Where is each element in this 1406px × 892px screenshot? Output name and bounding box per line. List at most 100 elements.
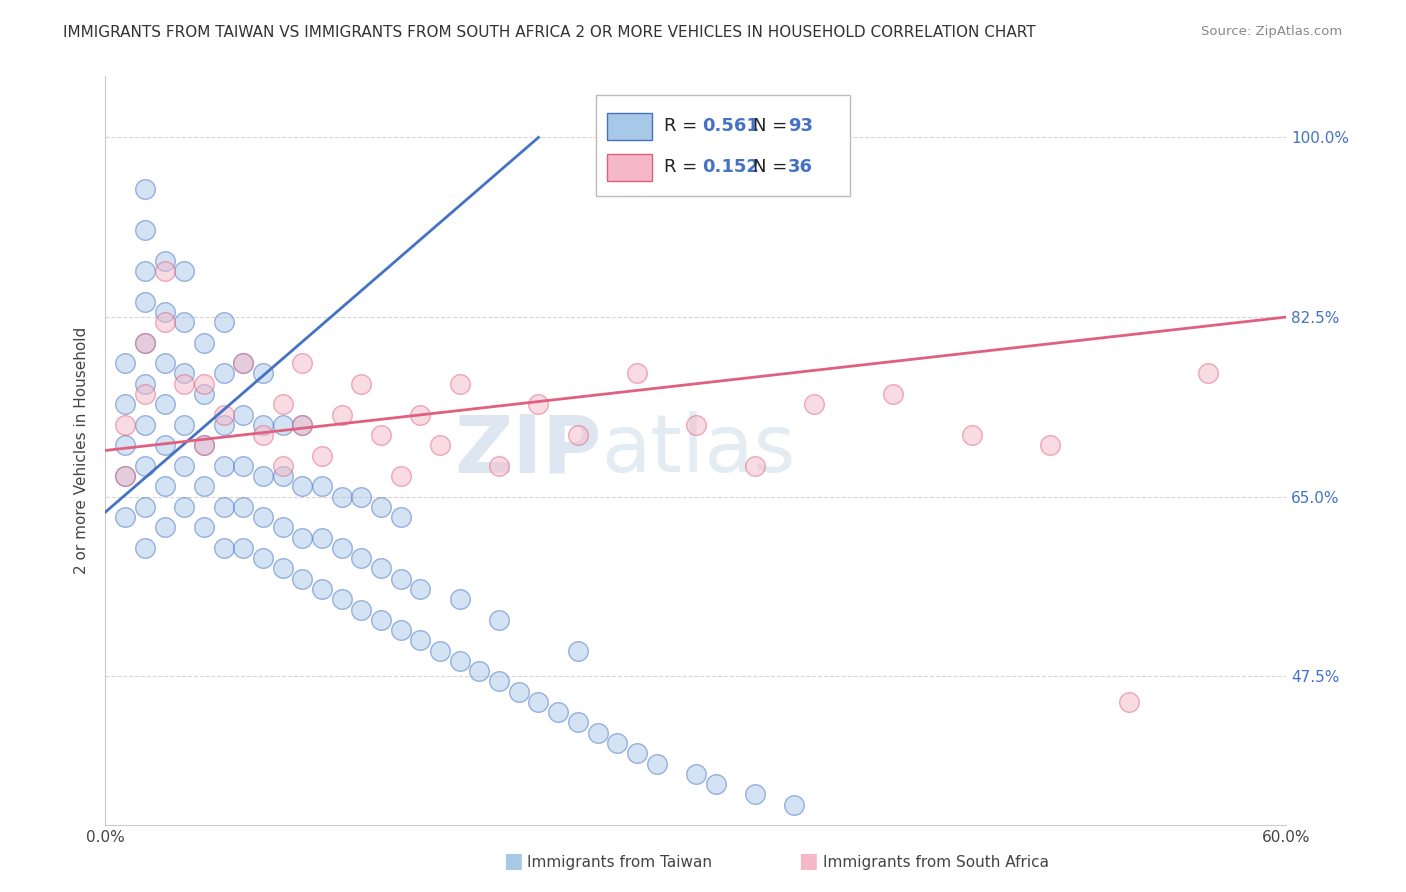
Point (409, 582, 432, 596)
Point (449, 592, 471, 607)
Point (173, 264, 195, 278)
Point (252, 417, 274, 432)
Point (193, 479, 215, 493)
FancyBboxPatch shape (607, 112, 652, 139)
Point (134, 182, 156, 196)
Text: 0.561: 0.561 (702, 117, 759, 135)
Point (409, 633, 432, 648)
Point (389, 623, 412, 637)
Point (527, 695, 550, 709)
Point (626, 746, 648, 760)
Text: IMMIGRANTS FROM TAIWAN VS IMMIGRANTS FROM SOUTH AFRICA 2 OR MORE VEHICLES IN HOU: IMMIGRANTS FROM TAIWAN VS IMMIGRANTS FRO… (63, 25, 1036, 40)
Point (350, 551, 373, 566)
Point (685, 766, 707, 780)
Point (370, 428, 392, 442)
Text: R =: R = (664, 117, 697, 135)
Point (468, 664, 491, 678)
Point (370, 500, 392, 514)
Point (488, 674, 510, 689)
Point (252, 469, 274, 483)
Point (212, 315, 235, 329)
Text: ■: ■ (799, 851, 818, 871)
Point (232, 356, 254, 370)
Point (173, 315, 195, 329)
Point (153, 479, 176, 493)
Point (271, 397, 294, 411)
Point (291, 356, 314, 370)
Point (134, 376, 156, 391)
Point (449, 376, 471, 391)
Point (173, 417, 195, 432)
Point (193, 335, 215, 350)
Point (134, 264, 156, 278)
Point (153, 438, 176, 452)
Point (311, 531, 333, 545)
Point (370, 561, 392, 575)
Point (153, 520, 176, 534)
Point (252, 510, 274, 524)
Point (429, 643, 451, 657)
Point (271, 561, 294, 575)
Point (232, 356, 254, 370)
Point (252, 428, 274, 442)
Point (567, 428, 589, 442)
Point (389, 572, 412, 586)
Point (330, 408, 353, 422)
Point (153, 253, 176, 268)
Point (744, 787, 766, 801)
Point (803, 397, 825, 411)
Point (1039, 438, 1062, 452)
Point (271, 520, 294, 534)
Point (488, 613, 510, 627)
Point (134, 458, 156, 473)
Point (232, 458, 254, 473)
Point (114, 438, 136, 452)
Point (704, 777, 727, 791)
Point (173, 458, 195, 473)
Point (212, 417, 235, 432)
Point (271, 469, 294, 483)
Point (547, 705, 569, 719)
Point (134, 294, 156, 309)
Point (586, 725, 609, 739)
Text: R =: R = (664, 158, 697, 177)
Point (252, 551, 274, 566)
Point (114, 510, 136, 524)
Point (114, 469, 136, 483)
Text: ZIP: ZIP (454, 411, 602, 490)
Point (153, 305, 176, 319)
Y-axis label: 2 or more Vehicles in Household: 2 or more Vehicles in Household (75, 326, 90, 574)
Point (134, 387, 156, 401)
Text: N =: N = (752, 158, 787, 177)
Point (311, 479, 333, 493)
Point (153, 356, 176, 370)
Text: atlas: atlas (602, 411, 796, 490)
Point (311, 449, 333, 463)
Point (567, 643, 589, 657)
Point (153, 397, 176, 411)
Point (291, 572, 314, 586)
Point (291, 417, 314, 432)
Point (212, 500, 235, 514)
Point (271, 458, 294, 473)
Point (193, 438, 215, 452)
Point (232, 408, 254, 422)
Text: N =: N = (752, 117, 787, 135)
Point (193, 438, 215, 452)
Point (232, 541, 254, 555)
Point (173, 367, 195, 381)
Point (114, 417, 136, 432)
Point (311, 582, 333, 596)
Point (685, 417, 707, 432)
Point (783, 797, 806, 812)
Point (173, 500, 195, 514)
Point (291, 531, 314, 545)
Point (193, 520, 215, 534)
FancyBboxPatch shape (607, 153, 652, 181)
Point (626, 367, 648, 381)
Point (212, 408, 235, 422)
Text: Immigrants from South Africa: Immigrants from South Africa (823, 855, 1049, 870)
Point (134, 500, 156, 514)
Point (508, 684, 530, 698)
Point (153, 315, 176, 329)
